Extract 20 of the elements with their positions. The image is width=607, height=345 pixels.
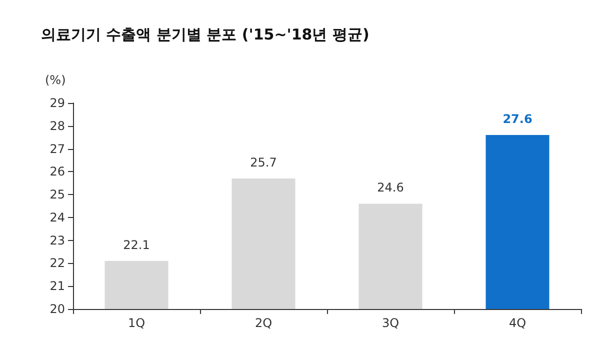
data-label: 25.7 (250, 156, 277, 170)
x-tick-label: 2Q (254, 316, 272, 330)
data-label: 22.1 (123, 238, 150, 252)
y-tick-label: 28 (50, 118, 65, 133)
y-tick-label: 21 (50, 279, 65, 294)
x-tick-label: 1Q (128, 316, 146, 330)
chart-title: 의료기기 수출액 분기별 분포 ('15~'18년 평균) (41, 26, 370, 44)
data-label: 24.6 (377, 180, 404, 195)
y-axis-title: (%) (45, 73, 66, 87)
data-label: 27.6 (502, 112, 532, 126)
x-tick-label: 3Q (382, 316, 400, 330)
y-tick-label: 26 (50, 164, 65, 179)
y-tick-label: 20 (50, 302, 65, 316)
y-tick-label: 23 (50, 233, 65, 248)
y-tick-label: 24 (50, 210, 65, 224)
x-tick-label: 4Q (508, 316, 526, 330)
y-tick-label: 29 (50, 96, 65, 110)
y-tick-label: 22 (50, 256, 65, 270)
y-tick-label: 27 (50, 142, 65, 156)
y-tick-label: 25 (50, 188, 65, 202)
